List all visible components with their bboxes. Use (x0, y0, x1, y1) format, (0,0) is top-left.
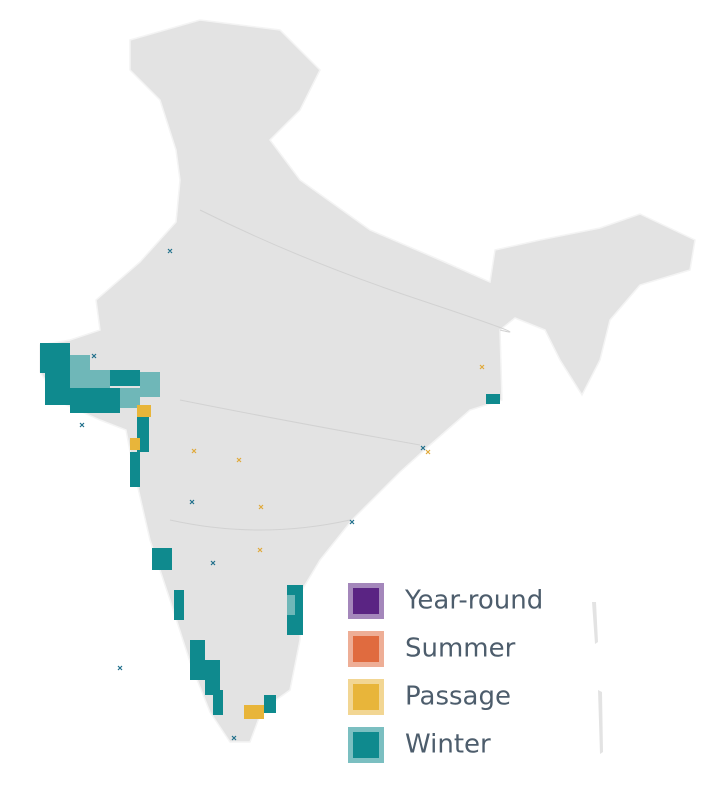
cell (486, 394, 500, 404)
rivers (169, 209, 511, 531)
cell (137, 405, 151, 417)
cell (174, 590, 184, 620)
legend: Year-round Summer Passage Winter (348, 583, 543, 763)
cell (152, 548, 172, 570)
cell (70, 370, 110, 390)
cell (244, 705, 264, 719)
sighting-markers (79, 248, 485, 741)
marker (191, 364, 485, 553)
cell (130, 452, 140, 487)
cell (45, 373, 70, 405)
cell (287, 595, 295, 615)
cell (40, 343, 70, 373)
legend-swatch (353, 684, 379, 710)
cell (70, 355, 90, 370)
cell (205, 660, 220, 695)
cell (70, 388, 120, 413)
cell (213, 690, 223, 715)
andaman-islands (592, 602, 603, 754)
cell (140, 372, 160, 397)
legend-label: Summer (405, 634, 516, 664)
legend-label: Winter (405, 730, 491, 760)
legend-label: Passage (405, 682, 511, 712)
land (39, 19, 696, 754)
cell (264, 695, 276, 713)
cell (130, 438, 140, 450)
occurrence-cells (40, 343, 500, 719)
marker (79, 248, 426, 741)
legend-swatch (353, 732, 379, 758)
cell (120, 388, 140, 408)
india-outline (39, 19, 696, 743)
legend-label: Year-round (404, 586, 543, 616)
legend-swatch (353, 636, 379, 662)
cell (110, 370, 140, 386)
legend-swatch (353, 588, 379, 614)
cell (190, 640, 205, 680)
